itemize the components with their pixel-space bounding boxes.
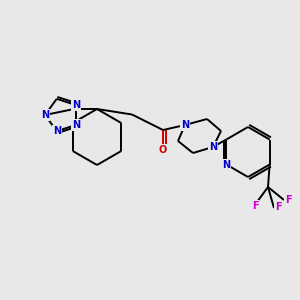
Text: O: O [159,145,167,155]
Text: N: N [72,100,80,110]
Text: F: F [285,195,291,205]
Text: N: N [222,160,230,170]
Text: F: F [252,201,258,211]
Text: N: N [53,126,61,136]
Text: F: F [275,202,281,212]
Text: N: N [72,120,80,130]
Text: N: N [181,120,189,130]
Text: N: N [209,142,217,152]
Text: N: N [41,110,49,120]
